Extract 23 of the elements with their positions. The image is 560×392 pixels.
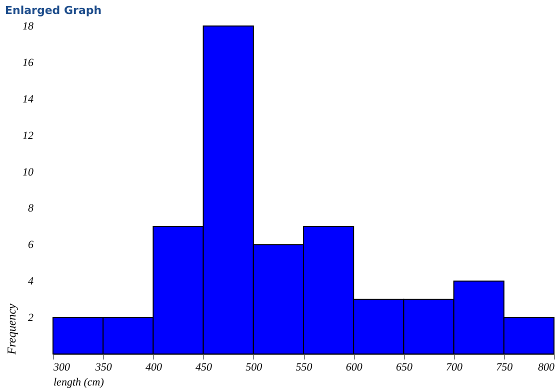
y-tick-label: 6	[28, 239, 34, 252]
y-tick-label: 16	[22, 56, 34, 69]
y-tick-label: 10	[22, 166, 34, 178]
x-tick-label: 350	[94, 362, 112, 374]
x-tick-label: 650	[396, 362, 413, 374]
y-axis-title: Frequency	[4, 302, 18, 356]
x-tick-label: 300	[52, 362, 70, 374]
y-tick-label: 4	[28, 276, 34, 288]
y-tick-label: 8	[28, 202, 34, 215]
y-tick-label: 12	[22, 130, 34, 142]
x-axis-title: length (cm)	[54, 376, 104, 388]
x-tick-label: 750	[496, 362, 514, 374]
x-tick-label: 800	[538, 362, 555, 374]
chart-title: Enlarged Graph	[5, 4, 102, 17]
x-tick-label: 400	[145, 362, 162, 374]
y-tick-label: 2	[28, 312, 34, 324]
y-tick-label: 18	[22, 20, 34, 32]
x-tick-label: 450	[196, 362, 213, 374]
x-tick-label: 500	[246, 362, 263, 374]
x-tick-label: 550	[296, 362, 313, 374]
y-tick-label: 14	[22, 93, 34, 106]
x-tick-label: 700	[446, 362, 464, 374]
x-tick-label: 600	[346, 362, 363, 374]
